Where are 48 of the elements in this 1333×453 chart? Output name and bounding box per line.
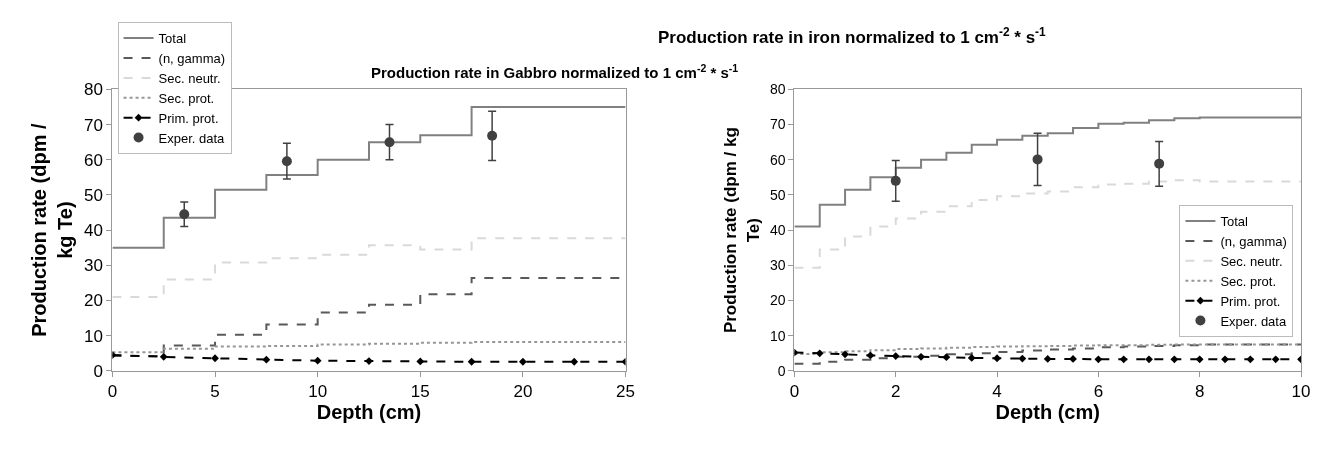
y-tick-label: 10	[84, 326, 104, 346]
x-tick-label: 6	[1093, 382, 1104, 402]
y-tick-label: 80	[770, 81, 786, 98]
legend-label: Exper. data	[158, 130, 226, 146]
legend-label: Total	[1220, 214, 1248, 230]
y-tick-label: 80	[84, 80, 104, 100]
legend-label: Prim. prot.	[158, 110, 219, 126]
chart-title: Production rate in Gabbro normalized to 1 cm$^{-2}$ * s$^{-1}$	[371, 62, 739, 82]
legend-label: Exper. data	[1220, 313, 1287, 329]
legend-label: Sec. prot.	[1220, 273, 1277, 289]
legend-label: (n, gamma)	[1220, 234, 1287, 250]
y-tick-label: 20	[770, 292, 786, 309]
x-tick-label: 10	[1291, 382, 1311, 402]
y-tick-label: 10	[770, 327, 786, 344]
x-axis-title: Depth (cm)	[995, 401, 1100, 424]
y-tick-label: 40	[770, 222, 786, 239]
y-tick-label: 50	[770, 186, 786, 203]
legend-label: Sec. neutr.	[158, 70, 221, 86]
y-tick-label: 30	[84, 256, 104, 276]
y-tick-label: 20	[84, 291, 104, 311]
x-tick-label: 20	[513, 382, 533, 402]
x-tick-label: 2	[890, 382, 901, 402]
y-tick-label: 60	[84, 150, 104, 170]
x-tick-label: 15	[410, 382, 430, 402]
legend-label: Total	[158, 31, 187, 47]
legend-label: Sec. prot.	[158, 90, 215, 106]
y-tick-label: 70	[770, 116, 786, 133]
y-tick-label: 60	[770, 151, 786, 168]
x-tick-label: 4	[992, 382, 1002, 402]
y-tick-label: 70	[84, 115, 104, 135]
x-tick-label: 0	[107, 382, 118, 402]
y-tick-label: 0	[777, 362, 786, 379]
y-axis-title: Production rate (dpm / kg Te)	[27, 123, 76, 337]
x-tick-label: 5	[210, 382, 220, 402]
x-tick-label: 25	[616, 382, 635, 402]
y-axis-title: Production rate (dpm / kg Te)	[721, 127, 763, 334]
x-tick-label: 10	[308, 382, 328, 402]
x-axis-title: Depth (cm)	[316, 401, 422, 424]
y-tick-label: 0	[93, 361, 104, 381]
x-tick-label: 0	[789, 382, 800, 402]
y-tick-label: 50	[84, 185, 104, 205]
legend-label: Sec. neutr.	[1220, 253, 1283, 269]
legend-label: (n, gamma)	[158, 51, 226, 67]
x-tick-label: 8	[1194, 382, 1205, 402]
chart-title: Production rate in iron normalized to 1 cm$^{-2}$ * s$^{-1}$	[658, 25, 1047, 48]
y-tick-label: 30	[770, 257, 786, 274]
legend-label: Prim. prot.	[1220, 293, 1281, 309]
y-tick-label: 40	[84, 221, 104, 241]
